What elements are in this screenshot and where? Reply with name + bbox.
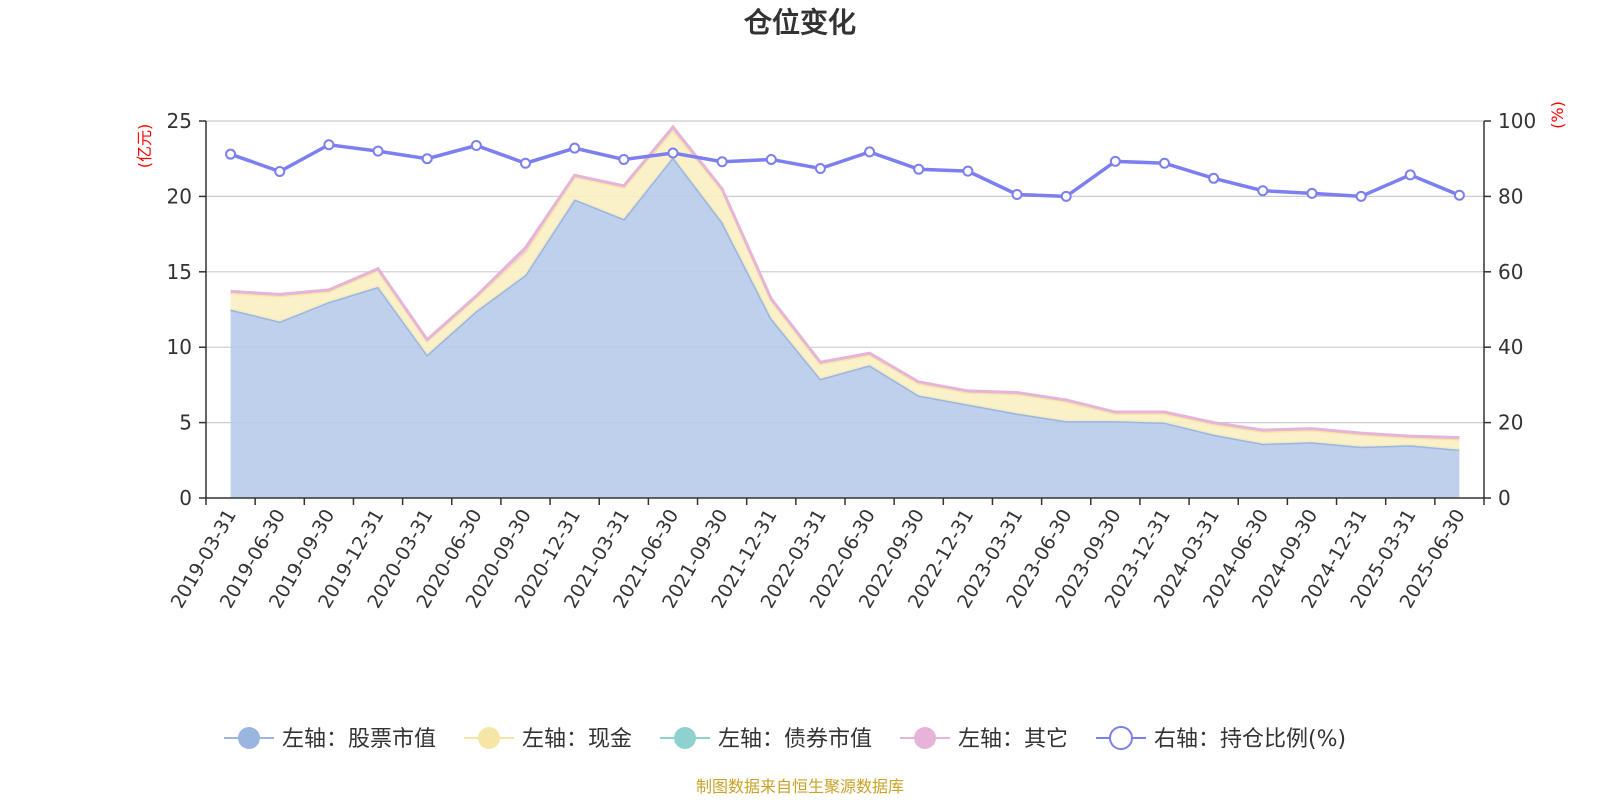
legend-label: 左轴：现金 (522, 727, 632, 752)
ratio-point (864, 146, 876, 158)
right-axis-name: (%) (1548, 101, 1567, 129)
ratio-point (913, 163, 925, 175)
ratio-point (1060, 190, 1072, 202)
right-tick-label: 60 (1498, 260, 1523, 284)
ratio-point (1355, 190, 1367, 202)
legend-label: 右轴：持仓比例(%) (1154, 727, 1346, 752)
area-line (230, 124, 1460, 440)
left-tick-label: 5 (179, 411, 192, 435)
right-tick-label: 80 (1498, 184, 1523, 208)
ratio-point (372, 145, 384, 157)
ratio-point (421, 153, 433, 165)
legend-swatch-marker (674, 727, 696, 749)
data-source-note: 制图数据来自恒生聚源数据库 (696, 777, 904, 796)
ratio-point (1453, 189, 1465, 201)
legend-swatch-marker (914, 727, 936, 749)
chart-title: 仓位变化 (744, 6, 856, 39)
ratio-point (274, 166, 286, 178)
legend-label: 左轴：其它 (958, 727, 1068, 752)
right-tick-label: 40 (1498, 335, 1523, 359)
left-tick-label: 20 (167, 184, 192, 208)
ratio-point (618, 153, 630, 165)
legend-item: 右轴：持仓比例(%) (1096, 726, 1346, 752)
legend-item: 左轴：债券市值 (660, 727, 872, 752)
legend-label: 左轴：债券市值 (718, 727, 872, 752)
ratio-line (229, 142, 1461, 199)
left-tick-label: 15 (167, 260, 192, 284)
ratio-point (765, 153, 777, 165)
ratio-point (1159, 157, 1170, 169)
ratio-point (323, 139, 335, 151)
legend: 左轴：股票市值 左轴：现金 左轴：债券市值 左轴：其它 右轴：持仓比例(%) (224, 726, 1346, 752)
ratio-point (569, 142, 581, 154)
left-axis-name: (亿元) (135, 124, 154, 169)
ratio-point (962, 165, 974, 177)
legend-item: 左轴：股票市值 (224, 727, 436, 752)
left-tick-label: 0 (179, 486, 192, 510)
ratio-point (470, 140, 482, 152)
ratio-point (1404, 169, 1416, 181)
ratio-point (225, 148, 237, 160)
right-tick-label: 100 (1498, 109, 1536, 133)
ratio-point (520, 157, 531, 169)
ratio-point (1257, 185, 1269, 197)
legend-label: 左轴：股票市值 (282, 727, 436, 752)
right-tick-label: 0 (1498, 486, 1511, 510)
ratio-point (1011, 189, 1023, 201)
ratio-point (1109, 155, 1121, 167)
left-tick-label: 10 (167, 335, 192, 359)
ratio-point (1208, 172, 1220, 184)
ratio-point (1306, 187, 1318, 199)
ratio-point (667, 147, 679, 159)
legend-item: 左轴：其它 (900, 727, 1068, 752)
right-tick-label: 20 (1498, 411, 1523, 435)
legend-swatch-marker (1109, 726, 1133, 750)
ratio-point (814, 163, 826, 175)
area-series (230, 124, 1460, 498)
left-tick-label: 25 (167, 109, 192, 133)
area-fill (230, 157, 1460, 498)
ratio-line-series (225, 139, 1465, 202)
legend-swatch-marker (238, 727, 260, 749)
legend-swatch-marker (478, 727, 500, 749)
ratio-point (716, 156, 728, 168)
legend-item: 左轴：现金 (464, 727, 632, 752)
